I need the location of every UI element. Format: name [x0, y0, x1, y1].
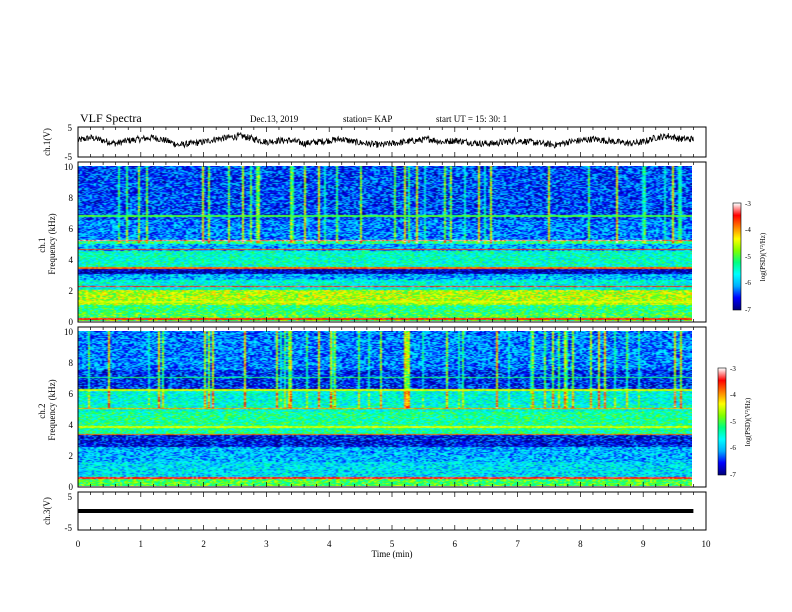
x-tick-label: 10: [702, 539, 712, 549]
ch2-colorbar-label: log(PSD)(V²/Hz): [744, 397, 752, 446]
station-label: station= KAP: [343, 114, 392, 124]
ch1-ytick-2: 2: [69, 286, 74, 296]
ch2-ylabel-line1: ch.2: [37, 404, 47, 419]
ch2-ylabel-line2: Frequency (kHz): [47, 379, 57, 440]
ch1-ylabel-line1: ch.1: [37, 238, 47, 253]
ch1-ytick-0: 0: [69, 317, 74, 327]
x-axis-label: Time (min): [372, 549, 413, 559]
x-tick-label: 7: [515, 539, 520, 549]
ch1-spectrogram-panel: 10 8 6 4 2 0 ch.1 Frequency (kHz) -3 -4 …: [37, 161, 767, 327]
ch2-cb-tick-4: -7: [730, 471, 736, 479]
ch1-cb-tick-1: -4: [745, 226, 751, 234]
ch1-cb-tick-4: -7: [745, 306, 751, 314]
x-tick-label: 5: [390, 539, 395, 549]
x-tick-label: 2: [201, 539, 206, 549]
ch1-cb-tick-2: -5: [745, 253, 751, 261]
ch3-waveform-panel: 5 -5 ch.3(V): [42, 491, 707, 533]
ch2-ytick-4: 4: [69, 420, 74, 430]
x-tick-label: 3: [264, 539, 269, 549]
ch1-ytick-6: 6: [69, 224, 74, 234]
x-tick-label: 8: [578, 539, 583, 549]
ch2-cb-tick-0: -3: [730, 365, 736, 373]
ch1-ylabel-line2: Frequency (kHz): [47, 213, 57, 274]
ch1-waveform-panel: 5 -5 ch.1(V): [42, 123, 707, 162]
ch1-ytick-bottom: -5: [65, 152, 73, 162]
ch1-ytick-10: 10: [64, 162, 74, 172]
ch1-colorbar: [733, 203, 741, 310]
x-tick-label: 0: [76, 539, 81, 549]
ch2-spectrogram-panel: 10 8 6 4 2 0 ch.2 Frequency (kHz) -3 -4 …: [37, 326, 752, 492]
ch1-ytick-4: 4: [69, 255, 74, 265]
ch1-cb-tick-0: -3: [745, 200, 751, 208]
ch2-colorbar-frame: [717, 367, 727, 476]
x-tick-label: 6: [453, 539, 458, 549]
ch3-ytick-top: 5: [68, 492, 73, 502]
ch1-ytick-top: 5: [68, 123, 73, 133]
ch2-cb-tick-3: -6: [730, 444, 736, 452]
x-tick-label: 1: [139, 539, 144, 549]
ch1-spectrogram-ylabel: ch.1 Frequency (kHz): [37, 213, 57, 274]
ch3-ytick-bottom: -5: [65, 523, 73, 533]
x-tick-label: 4: [327, 539, 332, 549]
ch2-ytick-0: 0: [69, 482, 74, 492]
ch2-colorbar: [718, 368, 726, 475]
ch2-ytick-2: 2: [69, 451, 74, 461]
ch2-ytick-10: 10: [64, 327, 74, 337]
ch2-ytick-8: 8: [69, 358, 74, 368]
x-tick-label: 9: [641, 539, 646, 549]
ch2-spectrogram-ylabel: ch.2 Frequency (kHz): [37, 379, 57, 440]
ch1-colorbar-label: log(PSD)(V²/Hz): [759, 232, 767, 281]
start-time-label: start UT = 15: 30: 1: [436, 114, 507, 124]
ch2-spectrogram-image: [78, 331, 692, 486]
ch1-spectrogram-image: [78, 166, 692, 321]
ch3-waveform-ylabel: ch.3(V): [42, 497, 52, 525]
ch2-cb-tick-1: -4: [730, 391, 736, 399]
date-label: Dec.13, 2019: [250, 114, 299, 124]
ch2-cb-tick-2: -5: [730, 418, 736, 426]
ch1-colorbar-frame: [732, 202, 742, 311]
ch1-cb-tick-3: -6: [745, 279, 751, 287]
x-axis-tick-labels: 0 1 2 3 4 5 6 7 8 9 10: [76, 539, 711, 549]
ch2-ytick-6: 6: [69, 389, 74, 399]
ch1-waveform-ylabel: ch.1(V): [42, 128, 52, 156]
figure-title: VLF Spectra: [80, 111, 142, 125]
ch1-waveform-line: [77, 131, 694, 149]
ch1-ytick-8: 8: [69, 193, 74, 203]
